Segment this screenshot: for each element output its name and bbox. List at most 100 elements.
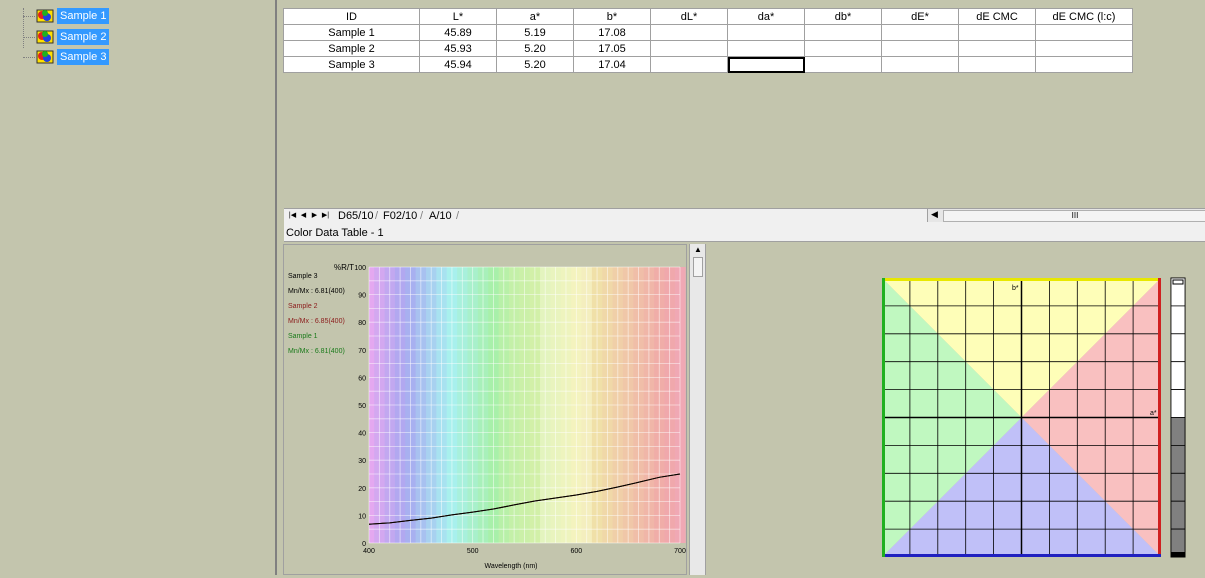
y-axis-unit: %R/T [334, 263, 354, 272]
table-cell[interactable]: 17.05 [573, 40, 651, 57]
prev-tab-icon[interactable]: ◀ [300, 212, 307, 219]
column-header-b[interactable]: b* [573, 8, 651, 25]
next-tab-icon[interactable]: ▶ [311, 212, 318, 219]
table-cell[interactable] [804, 56, 882, 73]
column-header-da[interactable]: da* [727, 8, 805, 25]
table-cell[interactable] [804, 40, 882, 57]
lightness-segment [1170, 305, 1186, 335]
lightness-bar [1170, 277, 1186, 558]
b-axis-label: b* [1012, 285, 1019, 292]
table-row[interactable]: Sample 3 45.94 5.20 17.04 [283, 56, 1133, 73]
table-cell[interactable] [804, 24, 882, 41]
x-tick-label: 500 [467, 548, 479, 555]
red-edge [1158, 278, 1161, 557]
table-cell[interactable]: 17.08 [573, 24, 651, 41]
y-tick-label: 40 [358, 431, 366, 438]
column-header-de-cmc-lc[interactable]: dE CMC (l:c) [1035, 8, 1133, 25]
y-tick-labels: 0 10 20 30 40 50 60 70 80 90 100 [354, 265, 366, 548]
table-cell[interactable] [958, 56, 1036, 73]
horizontal-scrollbar[interactable]: ◀ III [927, 209, 1205, 222]
lightness-bottom-marker [1171, 552, 1185, 557]
column-header-id[interactable]: ID [283, 8, 420, 25]
tree-item-sample-1[interactable]: Sample 1 [0, 8, 110, 26]
column-header-de[interactable]: dE* [881, 8, 959, 25]
y-tick-label: 70 [358, 348, 366, 355]
column-header-db[interactable]: db* [804, 8, 882, 25]
table-cell[interactable] [1035, 56, 1133, 73]
table-cell[interactable]: 45.93 [419, 40, 497, 57]
column-header-de-cmc[interactable]: dE CMC [958, 8, 1036, 25]
table-row[interactable]: Sample 1 45.89 5.19 17.08 [283, 24, 1133, 41]
legend-sample-1-name: Sample 1 [288, 333, 318, 340]
table-cell[interactable] [650, 24, 728, 41]
table-cell[interactable] [958, 40, 1036, 57]
legend-sample-3-name: Sample 3 [288, 273, 318, 280]
tab-f02-10[interactable]: F02/10 [383, 210, 418, 222]
column-header-dl[interactable]: dL* [650, 8, 728, 25]
y-tick-label: 50 [358, 403, 366, 410]
lightness-segment [1170, 472, 1186, 502]
first-tab-icon[interactable]: |◀ [288, 212, 297, 219]
lightness-segment [1170, 361, 1186, 390]
panel-title: Color Data Table - 1 [284, 225, 1205, 242]
x-tick-labels: 400 500 600 700 [363, 548, 686, 555]
y-tick-label: 80 [358, 320, 366, 327]
sample-icon [36, 9, 54, 23]
tree-connector [23, 37, 35, 38]
x-tick-label: 700 [674, 548, 686, 555]
vertical-scrollbar[interactable]: ▲ [689, 244, 706, 575]
y-tick-label: 30 [358, 458, 366, 465]
table-cell[interactable]: Sample 1 [283, 24, 420, 41]
tab-a-10[interactable]: A/10 [429, 210, 452, 222]
table-cell[interactable] [650, 40, 728, 57]
scroll-thumb[interactable] [693, 257, 703, 277]
lightness-segment [1170, 444, 1186, 474]
table-cell[interactable] [881, 24, 959, 41]
tree-item-label: Sample 2 [57, 29, 110, 45]
column-header-a[interactable]: a* [496, 8, 574, 25]
scroll-left-icon[interactable]: ◀ [931, 209, 938, 219]
table-cell[interactable] [727, 24, 805, 41]
lightness-segment [1170, 333, 1186, 363]
selected-table-cell[interactable] [727, 56, 805, 73]
table-row[interactable]: Sample 2 45.93 5.20 17.05 [283, 40, 1133, 57]
tab-d65-10[interactable]: D65/10 [338, 210, 374, 222]
column-header-l[interactable]: L* [419, 8, 497, 25]
table-cell[interactable] [881, 56, 959, 73]
table-cell[interactable]: Sample 2 [283, 40, 420, 57]
table-cell[interactable] [1035, 40, 1133, 57]
table-cell[interactable] [881, 40, 959, 57]
lightness-segment [1170, 389, 1186, 418]
table-cell[interactable]: 45.94 [419, 56, 497, 73]
table-cell[interactable]: 5.20 [496, 56, 574, 73]
table-cell[interactable]: 17.04 [573, 56, 651, 73]
yellow-edge [882, 278, 1161, 281]
table-cell[interactable] [1035, 24, 1133, 41]
table-header-row: ID L* a* b* dL* da* db* dE* dE CMC dE CM… [283, 8, 1133, 25]
y-tick-label: 0 [362, 541, 366, 548]
table-cell[interactable]: 5.20 [496, 40, 574, 57]
scroll-up-icon[interactable]: ▲ [694, 245, 702, 254]
tree-connector [23, 8, 24, 48]
tree-connector [23, 57, 35, 58]
table-cell[interactable]: Sample 3 [283, 56, 420, 73]
tree-item-sample-2[interactable]: Sample 2 [0, 29, 110, 47]
tree-item-sample-3[interactable]: Sample 3 [0, 49, 110, 67]
series-lines [368, 473, 681, 525]
scroll-thumb[interactable]: III [943, 210, 1205, 222]
tree-connector [23, 16, 35, 17]
series-line-sample-3 [368, 473, 681, 525]
chart-grid [368, 266, 681, 544]
table-cell[interactable]: 5.19 [496, 24, 574, 41]
table-cell[interactable] [727, 40, 805, 57]
lightness-top-marker [1172, 279, 1184, 285]
sample-icon [36, 30, 54, 44]
sample-tree: Sample 1 Sample 2 Sample 3 [0, 0, 277, 575]
blue-edge [882, 554, 1161, 557]
table-cell[interactable] [958, 24, 1036, 41]
x-tick-label: 400 [363, 548, 375, 555]
legend-sample-3-minmax: Mn/Mx : 6.81(400) [288, 288, 345, 295]
last-tab-icon[interactable]: ▶| [321, 212, 330, 219]
table-cell[interactable]: 45.89 [419, 24, 497, 41]
table-cell[interactable] [650, 56, 728, 73]
